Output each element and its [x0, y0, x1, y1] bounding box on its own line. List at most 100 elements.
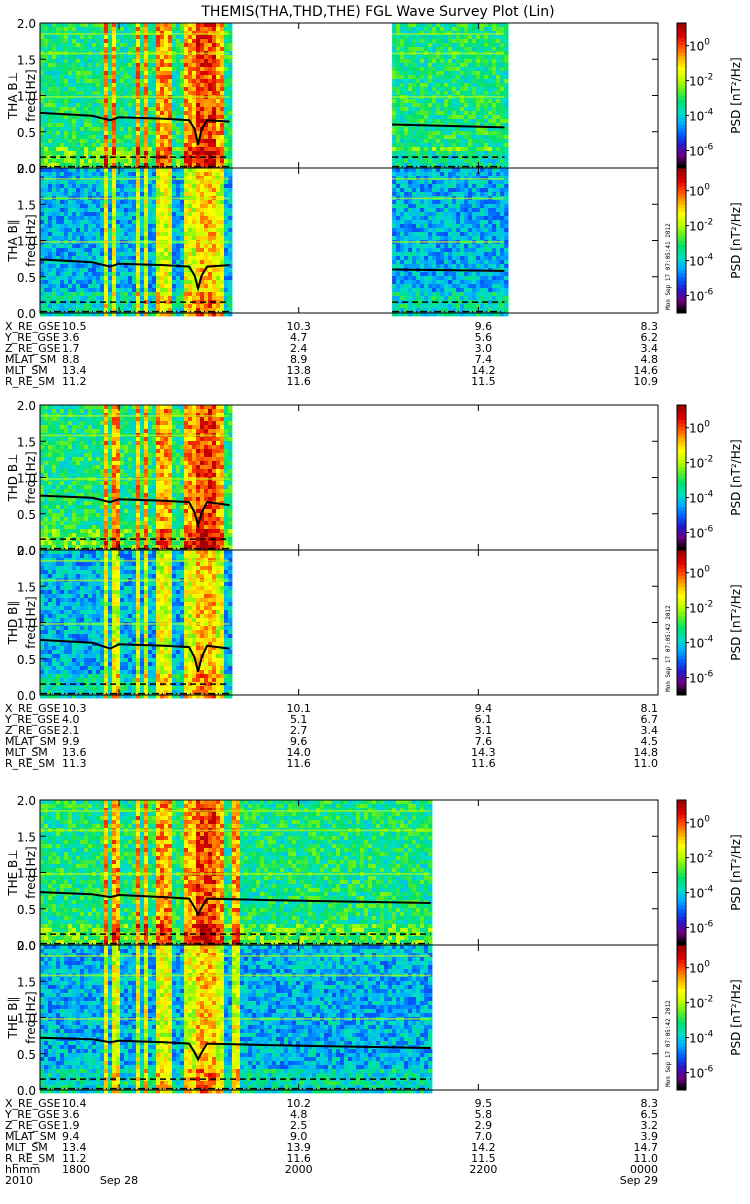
colorbar-cell	[677, 23, 686, 27]
spectrogram-cell	[156, 119, 160, 123]
spectrogram-cell	[148, 67, 152, 71]
spectrogram-cell	[136, 143, 140, 147]
spectrogram-cell	[52, 292, 56, 296]
spectrogram-cell	[228, 139, 232, 143]
spectrogram-cell	[172, 212, 176, 216]
spectrogram-cell	[116, 55, 120, 59]
spectrogram-cell	[96, 232, 100, 236]
spectrogram-cell	[464, 119, 468, 123]
spectrogram-cell	[204, 83, 208, 87]
spectrogram-cell	[400, 192, 404, 196]
spectrogram-cell	[80, 83, 84, 87]
spectrogram-cell	[44, 252, 48, 256]
spectrogram-cell	[40, 103, 44, 107]
spectrogram-cell	[420, 91, 424, 95]
spectrogram-cell	[116, 151, 120, 155]
spectrogram-cell	[476, 107, 480, 111]
spectrogram-cell	[60, 139, 64, 143]
spectrogram-cell	[84, 63, 88, 67]
spectrogram-cell	[228, 216, 232, 220]
spectrogram-cell	[408, 272, 412, 276]
spectrogram-cell	[156, 151, 160, 155]
spectrogram-cell	[420, 180, 424, 184]
spectrogram-cell	[176, 252, 180, 256]
spectrogram-cell	[56, 224, 60, 228]
spectrogram-cell	[60, 39, 64, 43]
spectrogram-cell	[412, 35, 416, 39]
spectrogram-cell	[164, 87, 168, 91]
spectrogram-cell	[448, 127, 452, 131]
spectrogram-cell	[140, 200, 144, 204]
spectrogram-cell	[224, 35, 228, 39]
spectrogram-cell	[108, 276, 112, 280]
spectrogram-cell	[176, 151, 180, 155]
spectrogram-cell	[392, 55, 396, 59]
spectrogram-cell	[156, 131, 160, 135]
spectrogram-cell	[40, 119, 44, 123]
spectrogram-cell	[192, 75, 196, 79]
spectrogram-cell	[152, 208, 156, 212]
spectrogram-cell	[420, 67, 424, 71]
spectrogram-cell	[408, 143, 412, 147]
spectrogram-cell	[220, 111, 224, 115]
spectrogram-cell	[188, 288, 192, 292]
spectrogram-cell	[84, 59, 88, 63]
spectrogram-cell	[60, 180, 64, 184]
spectrogram-cell	[472, 143, 476, 147]
spectrogram-cell	[500, 107, 504, 111]
spectrogram-cell	[460, 99, 464, 103]
spectrogram-cell	[460, 23, 464, 27]
spectrogram-cell	[392, 139, 396, 143]
spectrogram-cell	[192, 292, 196, 296]
spectrogram-cell	[220, 127, 224, 131]
spectrogram-cell	[152, 143, 156, 147]
spectrogram-cell	[168, 288, 172, 292]
spectrogram-cell	[88, 139, 92, 143]
spectrogram-cell	[400, 147, 404, 151]
spectrogram-cell	[152, 228, 156, 232]
spectrogram-cell	[428, 155, 432, 159]
spectrogram-cell	[412, 119, 416, 123]
spectrogram-cell	[56, 284, 60, 288]
spectrogram-cell	[172, 224, 176, 228]
spectrogram-cell	[216, 139, 220, 143]
spectrogram-cell	[200, 91, 204, 95]
spectrogram-cell	[100, 47, 104, 51]
spectrogram-cell	[216, 288, 220, 292]
spectrogram-cell	[224, 71, 228, 75]
spectrogram-cell	[116, 228, 120, 232]
spectrogram-cell	[456, 79, 460, 83]
spectrogram-cell	[128, 272, 132, 276]
spectrogram-cell	[472, 27, 476, 31]
spectrogram-cell	[492, 79, 496, 83]
spectrogram-cell	[196, 47, 200, 51]
spectrogram-cell	[108, 256, 112, 260]
spectrogram-cell	[160, 63, 164, 67]
spectrogram-cell	[100, 296, 104, 300]
spectrogram-cell	[116, 304, 120, 308]
spectrogram-cell	[60, 103, 64, 107]
spectrogram-cell	[184, 87, 188, 91]
spectrogram-cell	[124, 39, 128, 43]
spectrogram-cell	[204, 260, 208, 264]
spectrogram-cell	[68, 292, 72, 296]
spectrogram-cell	[164, 272, 168, 276]
colorbar-cell	[677, 30, 686, 34]
spectrogram-cell	[392, 200, 396, 204]
spectrogram-cell	[196, 155, 200, 159]
spectrogram-cell	[164, 139, 168, 143]
spectrogram-cell	[136, 192, 140, 196]
spectrogram-cell	[208, 304, 212, 308]
spectrogram-cell	[424, 23, 428, 27]
spectrogram-cell	[136, 91, 140, 95]
spectrogram-cell	[412, 172, 416, 176]
spectrogram-cell	[124, 268, 128, 272]
spectrogram-cell	[148, 296, 152, 300]
spectrogram-cell	[172, 168, 176, 172]
spectrogram-cell	[444, 107, 448, 111]
spectrogram-cell	[148, 159, 152, 163]
spectrogram-cell	[176, 200, 180, 204]
spectrogram-cell	[64, 135, 68, 139]
spectrogram-cell	[464, 39, 468, 43]
spectrogram-cell	[136, 71, 140, 75]
